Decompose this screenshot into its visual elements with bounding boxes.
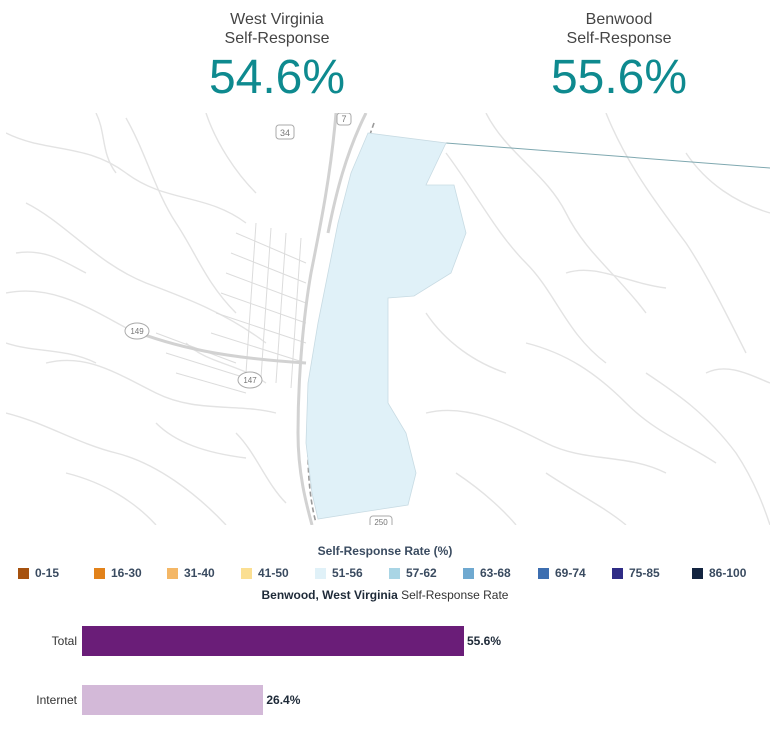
route-shield-147: 147 [237,371,263,389]
place-rate-value: 55.6% [550,51,688,104]
place-name: Benwood [585,11,653,28]
svg-text:250: 250 [374,518,388,525]
route-shield-34: 34 [275,124,295,140]
legend-label: 75-85 [629,566,660,580]
town-grid [155,222,307,394]
bar-chart-title: Benwood, West Virginia Self-Response Rat… [0,588,770,602]
map-view[interactable]: 34 7 149 147 250 [6,113,770,525]
legend-item-86-100: 86-100 [692,565,746,581]
route-shield-7: 7 [336,113,352,126]
state-rate-value: 54.6% [208,51,346,104]
bar-internet[interactable] [82,685,264,715]
benwood-highlight[interactable] [305,132,467,520]
state-name: West Virginia [230,11,324,28]
legend-label: 41-50 [258,566,289,580]
state-response-stat: West Virginia Self-Response 54.6% [157,10,397,106]
legend-swatch [463,567,474,579]
legend-swatch [389,567,400,579]
legend-item-57-62: 57-62 [389,565,437,581]
legend-label: 86-100 [709,566,747,580]
legend-item-16-30: 16-30 [94,565,142,581]
legend-item-31-40: 31-40 [167,565,215,581]
legend-item-51-56: 51-56 [315,565,363,581]
legend-label: 51-56 [332,566,363,580]
bar-label-total: Total [51,634,77,648]
legend-label: 16-30 [111,566,142,580]
legend-item-0-15: 0-15 [18,565,59,581]
state-metric-label: Self-Response [224,30,330,47]
route-shield-149: 149 [124,322,150,340]
legend-label: 0-15 [35,566,60,580]
legend-swatch [315,567,326,579]
legend-swatch [167,567,178,579]
svg-text:147: 147 [243,376,257,385]
legend-label: 69-74 [555,566,586,580]
boundary-line [445,142,770,169]
basemap: 34 7 149 147 250 [6,113,770,525]
legend-item-69-74: 69-74 [538,565,586,581]
legend-swatch [538,567,549,579]
svg-text:149: 149 [130,327,144,336]
bar-label-internet: Internet [36,693,77,707]
legend-label: 57-62 [406,566,437,580]
legend: 0-15 16-30 31-40 41-50 51-56 57-62 63-68 69-74 7… [18,565,763,581]
legend-swatch [241,567,252,579]
bar-chart-title-place: Benwood, West Virginia [261,588,398,602]
svg-text:7: 7 [341,114,346,124]
bar-chart-title-metric: Self-Response Rate [401,588,509,602]
place-response-stat: Benwood Self-Response 55.6% [499,10,739,106]
bar-value-total: 55.6% [467,634,502,648]
legend-item-41-50: 41-50 [241,565,289,581]
legend-swatch [94,567,105,579]
legend-item-63-68: 63-68 [463,565,511,581]
bar-total[interactable] [82,626,464,656]
legend-swatch [612,567,623,579]
legend-label: 31-40 [184,566,215,580]
legend-swatch [692,567,703,579]
place-metric-label: Self-Response [566,30,672,47]
legend-swatch [18,567,29,579]
legend-label: 63-68 [480,566,511,580]
bar-value-internet: 26.4% [266,693,301,707]
legend-item-75-85: 75-85 [612,565,660,581]
route-shield-250: 250 [369,515,393,525]
legend-title: Self-Response Rate (%) [317,544,453,558]
svg-text:34: 34 [280,128,290,138]
